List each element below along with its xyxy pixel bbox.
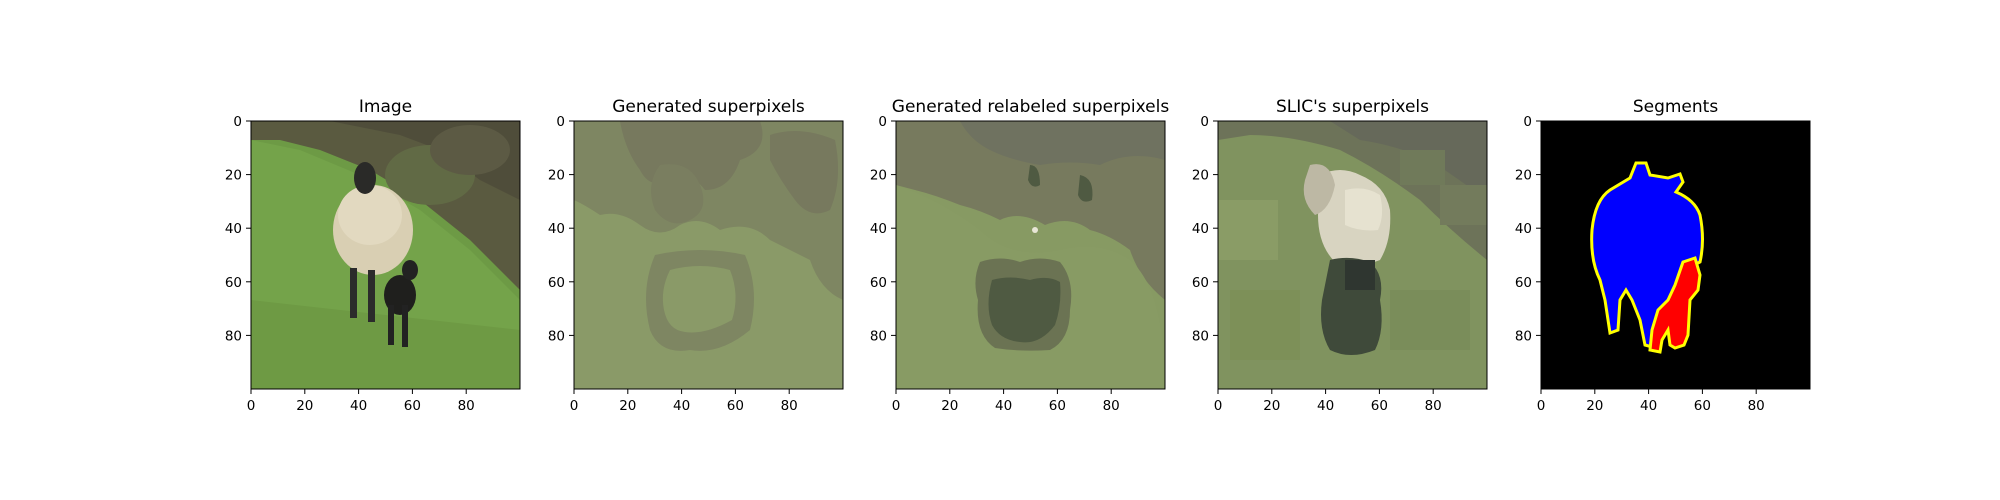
y-tick-label: 80 [225, 328, 242, 344]
panel-generated-superpixels: Generated superpixels 0 20 40 60 80 0 20 40 60 80 [548, 97, 844, 414]
x-tick-label: 0 [892, 398, 901, 414]
y-tick-label: 40 [870, 221, 887, 237]
x-tick-label: 80 [1103, 398, 1120, 414]
panel-title: Generated superpixels [612, 97, 805, 117]
x-tick-label: 80 [458, 398, 475, 414]
x-tick-label: 0 [570, 398, 579, 414]
x-tick-label: 80 [781, 398, 798, 414]
panel-image: Image 0 20 40 60 80 0 20 40 60 80 [225, 97, 521, 414]
y-tick-label: 0 [233, 114, 242, 130]
panel-title: Generated relabeled superpixels [892, 97, 1170, 117]
y-tick-label: 60 [1192, 275, 1209, 291]
y-tick-label: 80 [1192, 328, 1209, 344]
y-tick-label: 60 [548, 275, 565, 291]
y-tick-label: 20 [1192, 168, 1209, 184]
y-tick-label: 0 [1200, 114, 1209, 130]
panel-segments: Segments 0 20 40 60 80 0 20 40 60 80 [1515, 97, 1811, 414]
x-tick-label: 0 [1537, 398, 1546, 414]
relabeled-superpixel-map [896, 121, 1165, 389]
x-tick-label: 40 [1640, 398, 1657, 414]
panel-title: Segments [1633, 97, 1719, 117]
y-tick-label: 60 [870, 275, 887, 291]
x-tick-label: 40 [350, 398, 367, 414]
y-tick-label: 0 [556, 114, 565, 130]
x-tick-label: 60 [727, 398, 744, 414]
x-tick-label: 20 [619, 398, 636, 414]
tick-group: 0 20 40 60 80 0 20 40 60 80 [1192, 114, 1442, 414]
y-tick-label: 80 [870, 328, 887, 344]
panel-title: Image [359, 97, 412, 117]
x-tick-label: 20 [1586, 398, 1603, 414]
panel-slic-superpixels: SLIC's superpixels 0 20 40 60 80 0 20 40 60 80 [1192, 97, 1488, 414]
axes-frame [895, 120, 1166, 390]
axes-frame [573, 120, 844, 390]
y-tick-label: 40 [225, 221, 242, 237]
y-tick-label: 60 [1515, 275, 1532, 291]
slic-superpixel-map [1218, 121, 1487, 389]
y-tick-label: 80 [1515, 328, 1532, 344]
y-tick-label: 80 [548, 328, 565, 344]
x-tick-label: 40 [1317, 398, 1334, 414]
y-tick-label: 20 [225, 168, 242, 184]
y-tick-label: 40 [1515, 221, 1532, 237]
y-tick-label: 40 [548, 221, 565, 237]
x-tick-label: 0 [1214, 398, 1223, 414]
x-tick-label: 20 [941, 398, 958, 414]
y-tick-label: 60 [225, 275, 242, 291]
axes-frame [250, 120, 521, 390]
tick-group: 0 20 40 60 80 0 20 40 60 80 [870, 114, 1120, 414]
segment-mask [1541, 121, 1810, 389]
tick-group: 0 20 40 60 80 0 20 40 60 80 [1515, 114, 1765, 414]
x-tick-label: 40 [995, 398, 1012, 414]
y-tick-label: 40 [1192, 221, 1209, 237]
axes-frame [1217, 120, 1488, 390]
x-tick-label: 60 [404, 398, 421, 414]
x-tick-label: 60 [1371, 398, 1388, 414]
y-tick-label: 20 [548, 168, 565, 184]
tick-group: 0 20 40 60 80 0 20 40 60 80 [548, 114, 798, 414]
x-tick-label: 40 [673, 398, 690, 414]
x-tick-label: 60 [1694, 398, 1711, 414]
y-tick-label: 0 [1523, 114, 1532, 130]
superpixel-map [574, 121, 843, 389]
y-tick-label: 20 [1515, 168, 1532, 184]
x-tick-label: 20 [296, 398, 313, 414]
x-tick-label: 60 [1049, 398, 1066, 414]
x-tick-label: 20 [1263, 398, 1280, 414]
x-tick-label: 80 [1748, 398, 1765, 414]
tick-group: 0 20 40 60 80 0 20 40 60 80 [225, 114, 475, 414]
panel-generated-relabeled-superpixels: Generated relabeled superpixels 0 20 40 60 8… [870, 97, 1170, 414]
image-photo [251, 121, 520, 389]
panel-title: SLIC's superpixels [1276, 97, 1429, 117]
x-tick-label: 80 [1425, 398, 1442, 414]
x-tick-label: 0 [247, 398, 256, 414]
axes-frame [1540, 120, 1811, 390]
y-tick-label: 20 [870, 168, 887, 184]
y-tick-label: 0 [878, 114, 887, 130]
